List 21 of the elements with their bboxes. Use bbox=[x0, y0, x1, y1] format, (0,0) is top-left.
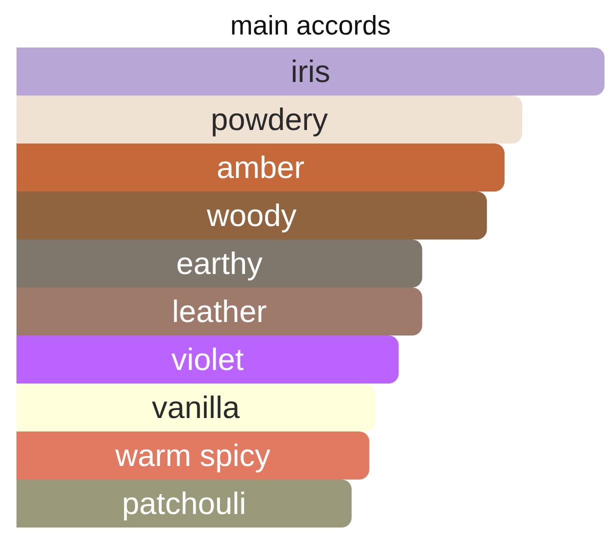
y-tick-label: iris bbox=[290, 54, 330, 89]
y-tick-label: violet bbox=[171, 342, 244, 377]
y-tick-label: woody bbox=[206, 198, 298, 233]
chart-title: main accords bbox=[230, 10, 391, 40]
y-tick-label: warm spicy bbox=[114, 438, 271, 473]
y-tick-label: patchouli bbox=[122, 486, 246, 521]
bar bbox=[16, 192, 487, 240]
bar bbox=[16, 384, 376, 432]
y-tick-label: vanilla bbox=[152, 390, 241, 425]
bar bbox=[16, 432, 370, 480]
bar bbox=[16, 240, 422, 288]
bar bbox=[16, 480, 352, 528]
y-tick-label: leather bbox=[172, 294, 267, 329]
y-tick-label: amber bbox=[216, 150, 304, 185]
y-tick-label: earthy bbox=[176, 246, 263, 281]
bar bbox=[16, 144, 505, 192]
bar bbox=[16, 96, 522, 144]
bar bbox=[16, 336, 399, 384]
bar bbox=[16, 288, 422, 336]
y-tick-label: powdery bbox=[210, 102, 328, 137]
bar bbox=[16, 48, 604, 96]
